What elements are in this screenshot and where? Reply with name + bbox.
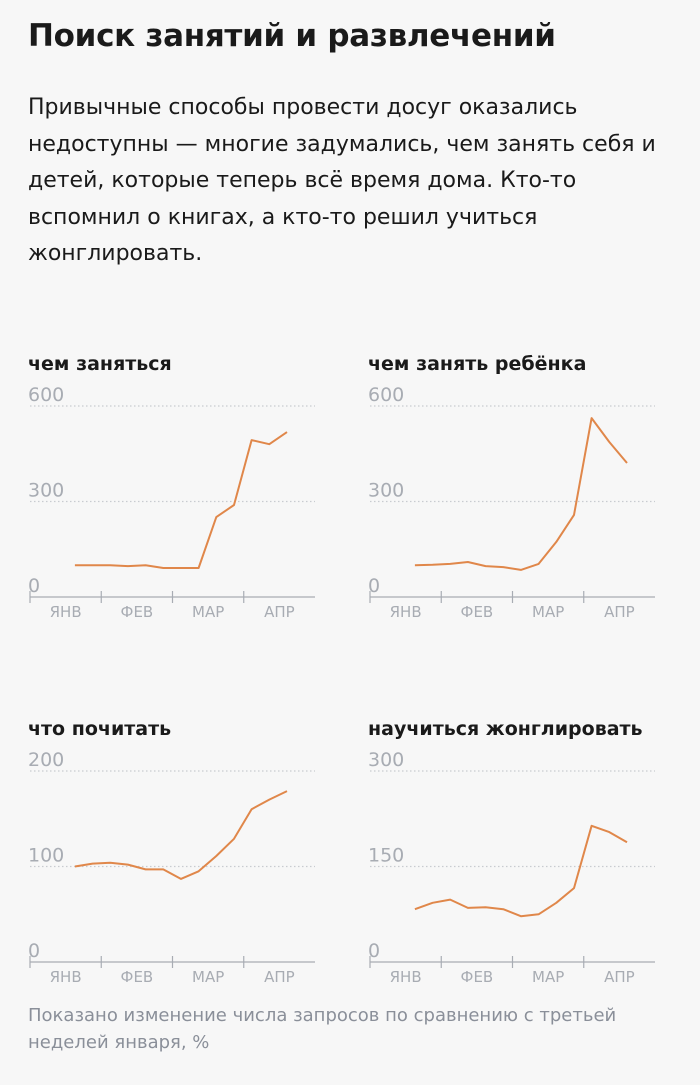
chart-title: чем занять ребёнка [368,353,586,375]
footnote: Показано изменение числа запросов по сра… [28,1005,617,1053]
y-tick-label: 100 [28,845,64,867]
chart-title: что почитать [28,718,171,740]
data-line [414,417,628,571]
x-tick-label: ФЕВ [121,603,154,621]
chart-title: чем заняться [28,353,172,375]
y-tick-label: 300 [28,480,64,502]
y-tick-label: 0 [368,575,380,597]
x-tick-label: АПР [604,603,635,621]
y-tick-label: 600 [28,384,64,406]
description: Привычные способы провести досуг оказали… [28,95,656,266]
y-tick-label: 0 [368,940,380,962]
y-tick-label: 300 [368,749,404,771]
x-tick-label: ЯНВ [50,968,82,986]
y-tick-label: 300 [368,480,404,502]
x-tick-label: АПР [604,968,635,986]
x-tick-label: ЯНВ [390,603,422,621]
x-tick-label: АПР [264,968,295,986]
x-tick-label: ФЕВ [461,603,494,621]
x-tick-label: МАР [532,968,564,986]
x-tick-label: МАР [192,603,224,621]
data-line [74,431,288,569]
y-tick-label: 200 [28,749,64,771]
x-tick-label: ФЕВ [121,968,154,986]
chart-title: научиться жонглировать [368,718,643,740]
x-tick-label: ЯНВ [390,968,422,986]
y-tick-label: 600 [368,384,404,406]
x-tick-label: ФЕВ [461,968,494,986]
y-tick-label: 150 [368,845,404,867]
x-tick-label: ЯНВ [50,603,82,621]
x-tick-label: АПР [264,603,295,621]
data-line [74,790,288,880]
page-title: Поиск занятий и развлечений [28,18,556,54]
x-tick-label: МАР [532,603,564,621]
y-tick-label: 0 [28,940,40,962]
y-tick-label: 0 [28,575,40,597]
x-tick-label: МАР [192,968,224,986]
data-line [414,824,628,918]
